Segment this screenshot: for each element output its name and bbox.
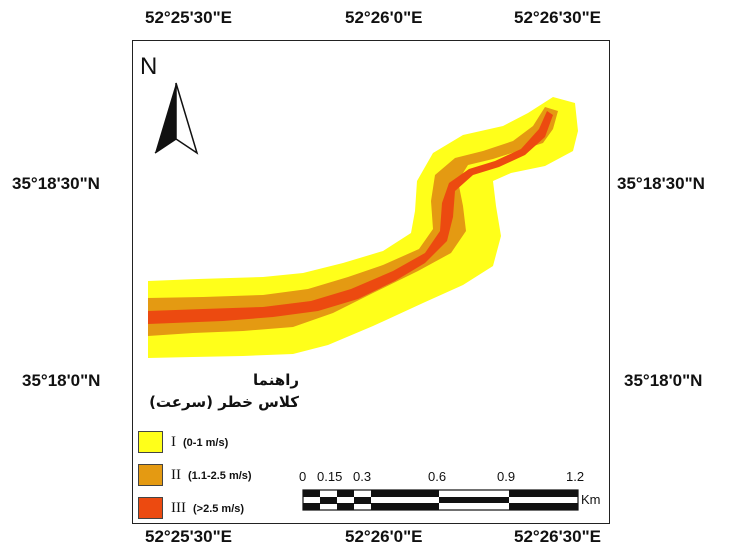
hazard-zone-class-2 — [148, 107, 558, 336]
legend-roman-class-2: II — [171, 467, 181, 483]
legend-label-class-1: I (0-1 m/s) — [171, 434, 228, 451]
legend-label-class-2: II (1.1-2.5 m/s) — [171, 467, 252, 484]
scale-unit: Km — [581, 492, 601, 507]
legend-label-class-3: III (>2.5 m/s) — [171, 500, 244, 517]
scale-tick-0: 0 — [299, 469, 307, 484]
map-frame: N راهنما کلاس خطر (سرعت) I (0-1 m/s) II … — [132, 40, 610, 524]
top-lon-label-2: 52°26'0"E — [345, 8, 423, 27]
north-label: N — [140, 53, 158, 80]
legend-title-line-1: راهنما — [253, 371, 299, 389]
scale-tick-1-2: 1.2 — [566, 469, 585, 484]
scale-tick-0-6: 0.6 — [428, 469, 447, 484]
scale-bar — [302, 489, 579, 511]
scale-tick-0-9: 0.9 — [497, 469, 516, 484]
legend-roman-class-1: I — [171, 434, 176, 450]
bottom-lon-label-1: 52°25'30"E — [145, 527, 232, 546]
right-lat-label-2: 35°18'0"N — [624, 371, 703, 390]
river-hazard-map — [148, 82, 579, 511]
scale-tick-0-3: 0.3 — [353, 469, 372, 484]
bottom-lon-label-3: 52°26'30"E — [514, 527, 601, 546]
top-lon-label-1: 52°25'30"E — [145, 8, 232, 27]
legend-swatch-class-1 — [138, 431, 163, 453]
legend-range-class-1: (0-1 m/s) — [183, 437, 229, 449]
legend-swatch-class-3 — [138, 497, 163, 519]
left-lat-label-2: 35°18'0"N — [22, 371, 101, 390]
legend-roman-class-3: III — [171, 500, 186, 516]
legend-range-class-2: (1.1-2.5 m/s) — [188, 470, 252, 482]
legend-swatch-class-2 — [138, 464, 163, 486]
bottom-lon-label-2: 52°26'0"E — [345, 527, 423, 546]
legend-title-line-2: کلاس خطر (سرعت) — [149, 393, 299, 411]
north-arrow-icon — [154, 82, 199, 155]
scale-tick-0-15: 0.15 — [317, 469, 343, 484]
left-lat-label-1: 35°18'30"N — [12, 174, 100, 193]
top-lon-label-3: 52°26'30"E — [514, 8, 601, 27]
right-lat-label-1: 35°18'30"N — [617, 174, 705, 193]
legend-range-class-3: (>2.5 m/s) — [193, 503, 245, 515]
